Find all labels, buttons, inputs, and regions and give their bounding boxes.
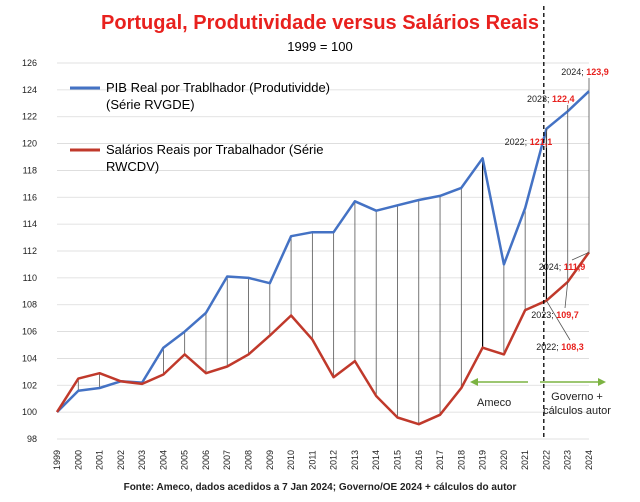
y-tick-label-118: 118 — [23, 165, 37, 175]
x-tick-label-2012: 2012 — [329, 450, 339, 470]
source-notes: Ameco Governo + cálculos autor — [470, 378, 611, 417]
governo-label-line2: cálculos autor — [543, 405, 611, 417]
point-label-2: 2024; 123,9 — [561, 67, 609, 77]
x-tick-label-2011: 2011 — [307, 450, 317, 469]
chart-subtitle: 1999 = 100 — [287, 39, 352, 54]
legend-label-wages-line1: Salários Reais por Trabalhador (Série — [106, 142, 324, 157]
legend: PIB Real por Trablhador (Produtividde) (… — [70, 80, 330, 174]
x-tick-label-2023: 2023 — [563, 450, 573, 470]
x-tick-label-2015: 2015 — [392, 450, 402, 470]
point-labels: 2022; 121,1 2023; 122,4 2024; 123,9 2022; 1… — [505, 67, 609, 352]
y-tick-label-122: 122 — [22, 112, 37, 122]
y-tick-label-124: 124 — [22, 85, 37, 95]
x-tick-label-2018: 2018 — [456, 450, 466, 470]
x-tick-label-2009: 2009 — [265, 450, 275, 470]
x-tick-label-2006: 2006 — [201, 450, 211, 470]
x-tick-label-2017: 2017 — [435, 450, 445, 470]
x-tick-label-2010: 2010 — [286, 450, 296, 470]
x-tick-label-2008: 2008 — [244, 450, 254, 470]
x-tick-label-2016: 2016 — [414, 450, 424, 470]
x-tick-label-2022: 2022 — [541, 450, 551, 470]
y-tick-label-116: 116 — [23, 192, 37, 202]
x-tick-label-2014: 2014 — [371, 450, 381, 470]
x-tick-label-2013: 2013 — [350, 450, 360, 470]
x-tick-label-2001: 2001 — [95, 450, 105, 470]
point-label-4: 2023; 109,7 — [531, 310, 579, 320]
y-tick-label-102: 102 — [22, 380, 37, 390]
y-tick-label-98: 98 — [27, 434, 37, 444]
y-tick-label-114: 114 — [23, 219, 37, 229]
chart-source: Fonte: Ameco, dados acedidos a 7 Jan 202… — [124, 482, 517, 493]
governo-arrow-head — [598, 378, 606, 386]
x-tick-label-2005: 2005 — [180, 450, 190, 470]
series-lines — [55, 90, 591, 426]
y-tick-label-112: 112 — [23, 246, 37, 256]
x-tick-label-2004: 2004 — [158, 450, 168, 470]
y-tick-label-120: 120 — [22, 139, 37, 149]
governo-label-line1: Governo + — [551, 391, 603, 403]
legend-label-productivity-line1: PIB Real por Trablhador (Produtividde) — [106, 80, 330, 95]
ameco-arrow-head — [470, 378, 478, 386]
y-tick-label-108: 108 — [22, 300, 37, 310]
x-tick-label-2024: 2024 — [584, 450, 594, 470]
x-tick-label-2019: 2019 — [478, 450, 488, 470]
chart-title: Portugal, Produtividade versus Salários … — [101, 12, 539, 34]
y-tick-label-100: 100 — [22, 407, 37, 417]
y-tick-label-106: 106 — [22, 327, 37, 337]
ameco-label: Ameco — [477, 397, 511, 409]
gridlines — [57, 62, 589, 440]
x-tick-label-2007: 2007 — [222, 450, 232, 470]
x-tick-label-2000: 2000 — [73, 450, 83, 470]
x-tick-label-2003: 2003 — [137, 450, 147, 470]
point-label-leader-4 — [564, 281, 569, 309]
series-line-wages — [55, 251, 591, 426]
y-tick-label-110: 110 — [23, 273, 37, 283]
y-tick-label-104: 104 — [22, 353, 37, 363]
point-label-leader-5 — [571, 251, 590, 261]
point-label-leader-3 — [546, 300, 571, 341]
y-axis-ticks: 98 100 102 104 106 108 110 112 114 116 118 120 122 12… — [22, 58, 37, 444]
x-tick-label-2021: 2021 — [520, 450, 530, 470]
x-tick-label-1999: 1999 — [52, 450, 62, 470]
point-label-3: 2022; 108,3 — [536, 342, 584, 352]
x-tick-label-2002: 2002 — [116, 450, 126, 470]
legend-label-productivity-line2: (Série RVGDE) — [106, 97, 195, 112]
gap-connectors — [77, 91, 590, 425]
x-tick-label-2020: 2020 — [499, 450, 509, 470]
series-line-productivity — [56, 90, 590, 413]
point-label-0: 2022; 121,1 — [505, 137, 553, 147]
point-label-5: 2024; 111,9 — [539, 262, 586, 272]
point-label-1: 2023; 122,4 — [527, 94, 575, 104]
legend-label-wages-line2: RWCDV) — [106, 159, 159, 174]
y-tick-label-126: 126 — [22, 58, 37, 68]
x-axis-ticks: 1999 2000 2001 2002 2003 2004 2005 2006 2007 2008… — [52, 450, 594, 470]
